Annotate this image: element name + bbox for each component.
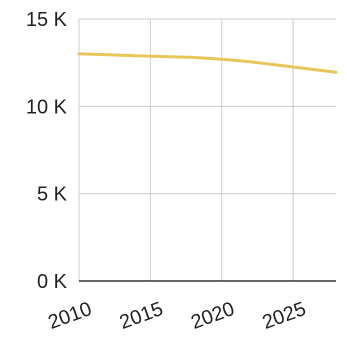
grid-lines	[78, 18, 336, 281]
x-tick-label: 2020	[188, 298, 237, 334]
y-tick-label: 5 K	[37, 184, 68, 206]
y-tick-label: 10 K	[26, 96, 68, 118]
series-group	[77, 52, 338, 74]
x-axis-ticks: 2010 2015 2020 2025	[45, 298, 309, 334]
y-tick-label: 0 K	[37, 271, 68, 293]
series-line	[77, 52, 338, 74]
x-tick-label: 2010	[45, 298, 94, 334]
x-tick-label: 2025	[260, 298, 309, 334]
x-tick-label: 2015	[117, 298, 166, 334]
y-axis-ticks: 0 K 5 K 10 K 15 K	[26, 9, 68, 293]
y-tick-label: 15 K	[26, 9, 68, 31]
